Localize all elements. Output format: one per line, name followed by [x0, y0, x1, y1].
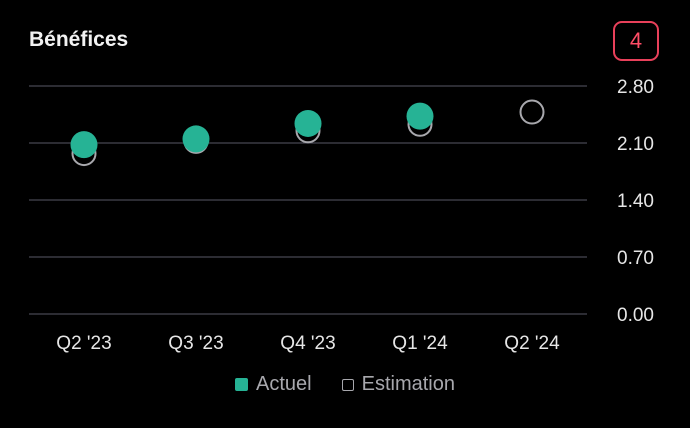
- actual-point: [294, 109, 322, 137]
- x-tick-label: Q3 '23: [168, 333, 223, 354]
- estimate-point: [519, 99, 545, 125]
- x-tick-label: Q4 '23: [280, 333, 335, 354]
- count-badge[interactable]: 4: [613, 21, 659, 61]
- actual-point: [182, 125, 210, 153]
- y-tick-label: 1.40: [617, 191, 654, 212]
- legend: Actuel Estimation: [0, 373, 690, 396]
- earnings-chart: 0.00 0.70 1.40 2.10 2.80 Q2 '23 Q3 '23 Q4 '23 Q1…: [29, 77, 654, 354]
- actual-point: [70, 131, 98, 159]
- x-tick-label: Q2 '23: [56, 333, 111, 354]
- legend-label-actual: Actuel: [256, 373, 312, 395]
- x-tick-label: Q1 '24: [392, 333, 448, 354]
- y-tick-label: 0.00: [617, 305, 654, 326]
- y-tick-label: 0.70: [617, 248, 654, 269]
- legend-item-actual[interactable]: Actuel: [235, 373, 312, 396]
- estimate-swatch-icon: [341, 378, 354, 391]
- y-tick-label: 2.10: [617, 134, 654, 155]
- y-tick-label: 2.80: [617, 77, 654, 98]
- legend-item-estimate[interactable]: Estimation: [341, 373, 455, 396]
- actual-point: [406, 102, 434, 130]
- legend-label-estimate: Estimation: [361, 373, 455, 395]
- x-tick-label: Q2 '24: [504, 333, 560, 354]
- actual-swatch-icon: [235, 378, 249, 391]
- chart-title: Bénéfices: [29, 28, 129, 51]
